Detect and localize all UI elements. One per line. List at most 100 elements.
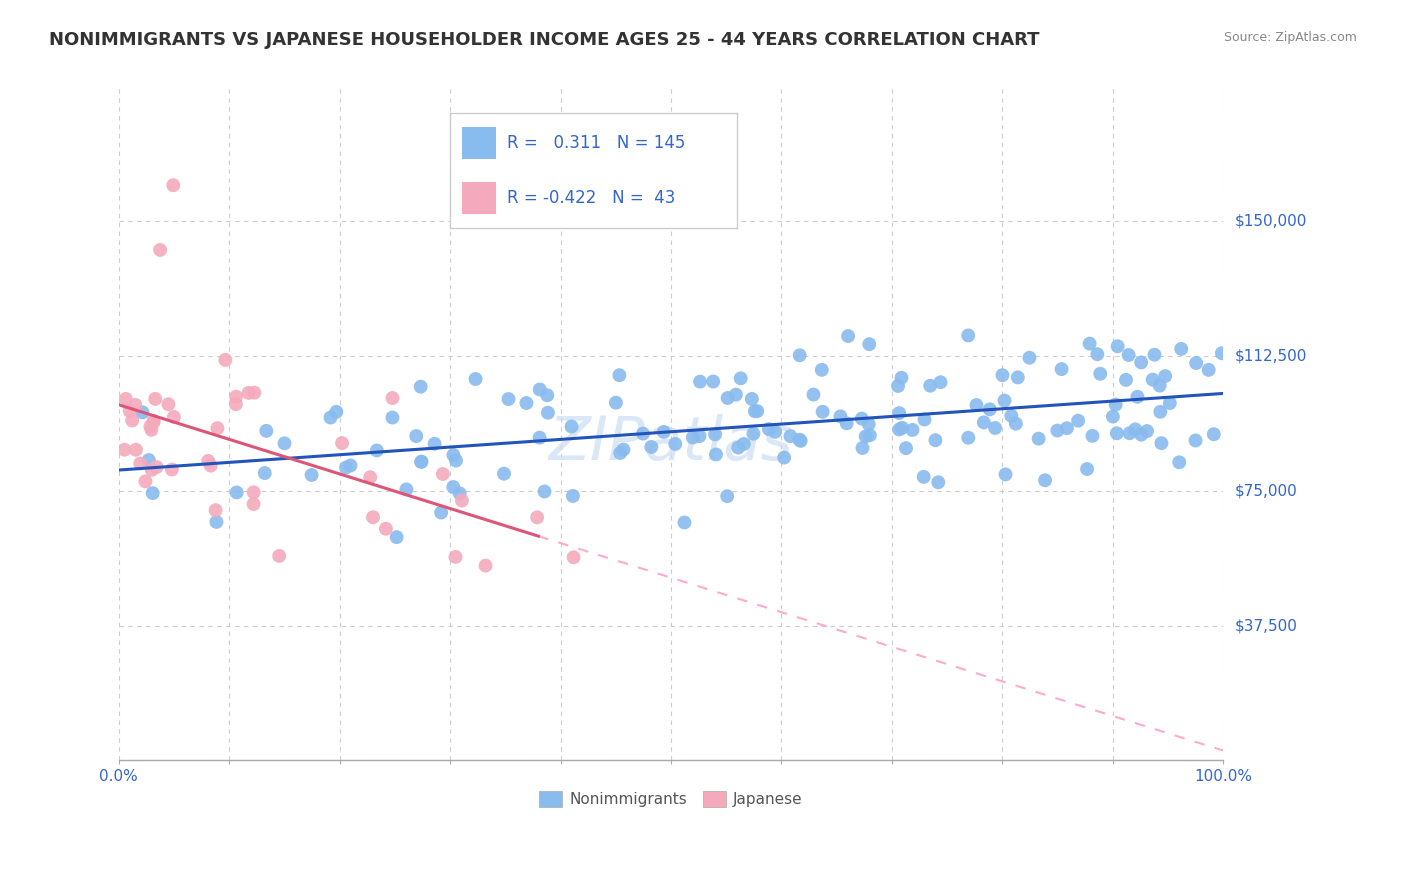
Point	[225, 397, 247, 411]
Point	[1085, 347, 1108, 361]
Point	[835, 417, 858, 431]
Point	[704, 427, 727, 442]
Point	[920, 378, 942, 392]
Point	[411, 455, 433, 469]
Text: $150,000: $150,000	[1234, 214, 1306, 228]
Point	[561, 419, 583, 434]
Point	[561, 489, 583, 503]
Point	[444, 453, 467, 467]
Point	[717, 391, 740, 405]
Legend: Nonimmigrants, Japanese: Nonimmigrants, Japanese	[533, 785, 808, 814]
Point	[1185, 356, 1208, 370]
Point	[837, 329, 859, 343]
Point	[733, 437, 755, 451]
Point	[269, 549, 291, 563]
Point	[901, 423, 924, 437]
Point	[1005, 417, 1028, 431]
Point	[319, 410, 342, 425]
Point	[927, 475, 949, 490]
Point	[526, 510, 548, 524]
Point	[253, 466, 276, 480]
Point	[1126, 390, 1149, 404]
Point	[716, 489, 738, 503]
Point	[330, 436, 353, 450]
Point	[533, 484, 555, 499]
Point	[609, 446, 631, 460]
Point	[536, 388, 558, 402]
Point	[1118, 348, 1140, 362]
Point	[991, 368, 1014, 383]
Point	[789, 433, 811, 447]
Point	[301, 468, 323, 483]
Point	[529, 383, 551, 397]
Point	[858, 417, 880, 431]
Point	[1118, 426, 1140, 441]
Point	[149, 243, 172, 257]
Point	[114, 442, 136, 457]
Point	[1056, 421, 1078, 435]
Point	[449, 486, 471, 500]
Point	[200, 458, 222, 473]
Point	[537, 406, 560, 420]
Point	[779, 429, 801, 443]
Point	[810, 363, 832, 377]
Point	[1028, 432, 1050, 446]
Point	[325, 405, 347, 419]
Point	[773, 450, 796, 465]
Point	[411, 455, 433, 469]
Point	[887, 379, 910, 393]
Point	[242, 485, 264, 500]
Point	[242, 497, 264, 511]
Point	[1130, 355, 1153, 369]
Point	[652, 425, 675, 439]
Point	[789, 348, 811, 362]
Point	[851, 441, 873, 455]
Point	[1184, 434, 1206, 448]
Point	[851, 411, 873, 425]
Point	[894, 441, 917, 455]
Point	[238, 385, 260, 400]
Point	[1105, 398, 1128, 412]
Point	[366, 443, 388, 458]
Point	[395, 483, 418, 497]
Point	[405, 429, 427, 443]
Point	[423, 437, 446, 451]
Point	[409, 379, 432, 393]
Point	[1107, 339, 1129, 353]
Point	[492, 467, 515, 481]
Point	[689, 429, 711, 443]
Point	[529, 431, 551, 445]
Point	[129, 457, 152, 471]
Point	[157, 397, 180, 411]
Point	[1007, 370, 1029, 384]
Point	[204, 503, 226, 517]
Text: ZIPatlas: ZIPatlas	[548, 414, 793, 473]
Point	[1050, 362, 1073, 376]
Point	[1211, 346, 1233, 360]
Point	[197, 454, 219, 468]
Point	[890, 370, 912, 384]
Point	[139, 419, 162, 434]
Point	[702, 375, 724, 389]
Point	[339, 458, 361, 473]
Point	[273, 436, 295, 450]
Point	[966, 398, 988, 412]
Point	[1159, 396, 1181, 410]
Point	[515, 396, 537, 410]
Point	[138, 453, 160, 467]
Point	[115, 392, 138, 406]
Point	[562, 550, 585, 565]
Point	[724, 387, 747, 401]
Point	[929, 376, 952, 390]
Point	[889, 406, 911, 420]
Point	[1076, 462, 1098, 476]
Point	[464, 372, 486, 386]
Point	[474, 558, 496, 573]
Point	[889, 422, 911, 436]
Point	[1170, 342, 1192, 356]
Point	[125, 442, 148, 457]
Point	[1078, 336, 1101, 351]
Point	[924, 433, 946, 447]
Point	[763, 425, 786, 439]
Text: $75,000: $75,000	[1234, 483, 1296, 499]
